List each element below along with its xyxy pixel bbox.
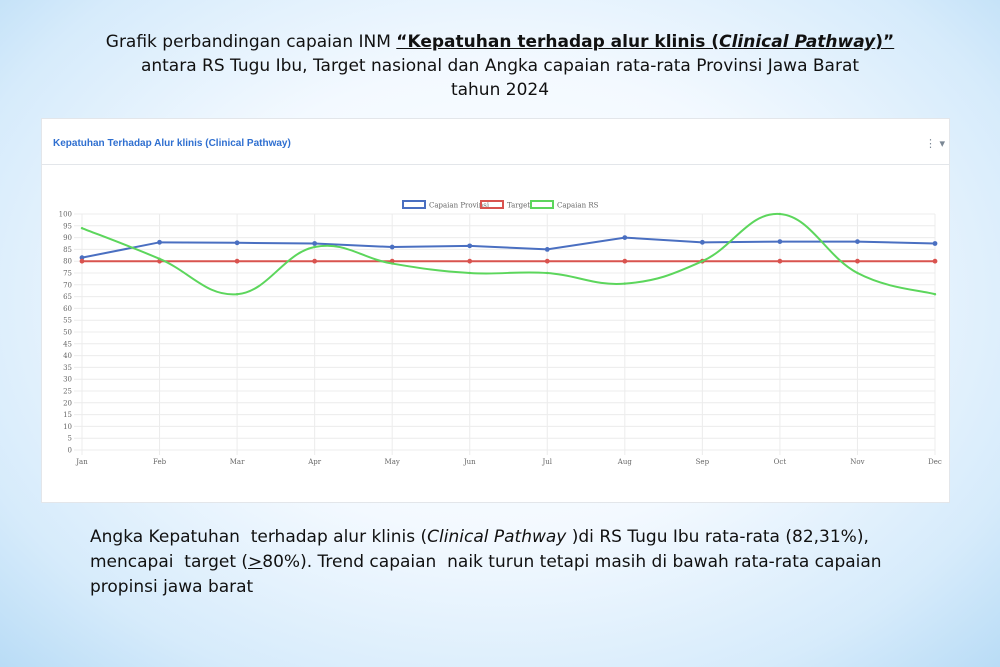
y-tick-label: 30 — [63, 376, 72, 384]
x-tick-label: Jun — [463, 458, 476, 466]
caption-part-1: Angka Kepatuhan terhadap alur klinis ( — [90, 527, 428, 547]
x-tick-label: Nov — [850, 458, 864, 466]
y-tick-label: 75 — [63, 270, 72, 278]
title-emphasis-close: )” — [875, 32, 895, 52]
data-point-target — [777, 258, 783, 264]
y-tick-label: 50 — [63, 329, 72, 337]
y-tick-label: 95 — [63, 222, 72, 230]
title-prefix: Grafik perbandingan capaian INM — [105, 32, 397, 52]
data-point-target — [622, 258, 628, 264]
x-tick-label: Sep — [696, 458, 710, 466]
slide-title-line-1: Grafik perbandingan capaian INM “Kepatuh… — [70, 30, 930, 54]
data-point-target — [312, 258, 318, 264]
data-point-capaian-rs — [623, 282, 627, 285]
legend-swatch — [480, 200, 504, 209]
data-point-capaian-rs — [468, 271, 471, 275]
data-point-capaian-rs — [856, 271, 859, 275]
caption-text: Angka Kepatuhan terhadap alur klinis (Cl… — [90, 525, 950, 600]
data-point-capaian-provinsi — [234, 240, 240, 246]
y-tick-label: 40 — [63, 352, 72, 360]
legend-swatch — [530, 200, 554, 209]
y-tick-label: 85 — [63, 246, 72, 254]
y-tick-label: 10 — [63, 423, 72, 431]
title-emphasis-italic: Clinical Pathway — [719, 32, 876, 52]
series-line-capaian-provinsi — [81, 236, 936, 259]
data-point-capaian-rs — [80, 226, 84, 230]
slide-title: Grafik perbandingan capaian INM “Kepatuh… — [70, 30, 930, 102]
title-emphasis-open: “Kepatuhan terhadap alur klinis ( — [396, 32, 720, 52]
data-point-capaian-rs — [158, 257, 161, 261]
legend-swatch — [402, 200, 426, 209]
y-tick-label: 5 — [68, 435, 72, 443]
panel-header: Kepatuhan Terhadap Alur klinis (Clinical… — [42, 119, 949, 165]
legend-label: Capaian RS — [557, 202, 599, 210]
line-chart: 0 5 10 15 20 25 30 35 40 45 50 55 60 65 70 75 80 85 90 95 10… — [59, 200, 942, 466]
chart-panel: Kepatuhan Terhadap Alur klinis (Clinical… — [41, 118, 950, 503]
y-tick-label: 55 — [63, 317, 72, 325]
data-point-target — [467, 258, 473, 264]
data-point-capaian-rs — [778, 212, 782, 216]
data-point-capaian-provinsi — [855, 239, 860, 245]
slide-title-line-2: antara RS Tugu Ibu, Target nasional dan … — [140, 56, 860, 76]
x-tick-label: Jan — [75, 458, 88, 466]
data-point-capaian-provinsi — [622, 235, 628, 240]
y-tick-label: 60 — [63, 305, 72, 313]
data-point-capaian-rs — [235, 293, 239, 296]
data-point-capaian-provinsi — [544, 247, 550, 252]
legend-label: Capaian Provinsi — [429, 202, 490, 210]
panel-title: Kepatuhan Terhadap Alur klinis (Clinical… — [53, 138, 291, 149]
x-tick-label: Feb — [153, 458, 167, 466]
data-point-capaian-rs — [546, 271, 549, 275]
data-point-target — [544, 258, 550, 264]
data-point-capaian-provinsi — [157, 239, 162, 245]
x-tick-label: Dec — [928, 458, 942, 466]
data-point-capaian-provinsi — [79, 255, 85, 261]
data-point-capaian-provinsi — [312, 241, 318, 246]
data-point-capaian-rs — [313, 245, 316, 249]
data-point-capaian-provinsi — [389, 244, 395, 250]
data-point-capaian-provinsi — [777, 239, 783, 245]
y-tick-label: 15 — [63, 411, 72, 419]
y-tick-label: 25 — [63, 388, 72, 396]
x-tick-label: Mar — [230, 458, 245, 466]
series-line-capaian-rs — [81, 212, 936, 296]
y-tick-label: 80 — [63, 258, 72, 266]
data-point-target — [234, 258, 240, 264]
data-point-capaian-provinsi — [699, 239, 705, 245]
x-tick-label: Apr — [307, 458, 322, 466]
x-tick-label: Oct — [774, 458, 787, 466]
data-point-capaian-rs — [701, 260, 704, 263]
caption-part-2: )di RS Tugu Ibu rata-rata (82,31%), menc… — [90, 527, 875, 572]
y-tick-label: 45 — [63, 340, 72, 348]
data-point-capaian-provinsi — [932, 241, 938, 246]
y-tick-label: 90 — [63, 234, 72, 242]
data-point-capaian-provinsi — [467, 243, 473, 249]
data-point-target — [932, 258, 938, 264]
legend-label: Target — [507, 202, 530, 210]
kebab-menu-icon[interactable]: ⋮ ▾ — [924, 137, 945, 150]
y-tick-label: 100 — [59, 211, 72, 219]
y-tick-label: 35 — [63, 364, 72, 372]
caption-italic: Clinical Pathway — [427, 527, 567, 547]
x-tick-label: May — [385, 458, 400, 466]
y-tick-label: 20 — [63, 399, 72, 407]
data-point-capaian-rs — [933, 293, 937, 296]
caption-part-3: 80%). Trend capaian naik turun tetapi ma… — [90, 552, 887, 597]
data-point-target — [79, 258, 85, 264]
y-tick-label: 0 — [68, 447, 72, 455]
y-tick-label: 65 — [63, 293, 72, 301]
slide-title-line-3: tahun 2024 — [450, 80, 550, 100]
caption-ge-symbol: > — [248, 552, 263, 572]
data-point-capaian-rs — [390, 262, 394, 265]
x-tick-label: Aug — [617, 458, 633, 466]
title-emphasis: “Kepatuhan terhadap alur klinis (Clinica… — [396, 32, 894, 52]
data-point-target — [855, 258, 860, 264]
x-tick-label: Jul — [541, 458, 552, 466]
y-tick-label: 70 — [63, 281, 72, 289]
